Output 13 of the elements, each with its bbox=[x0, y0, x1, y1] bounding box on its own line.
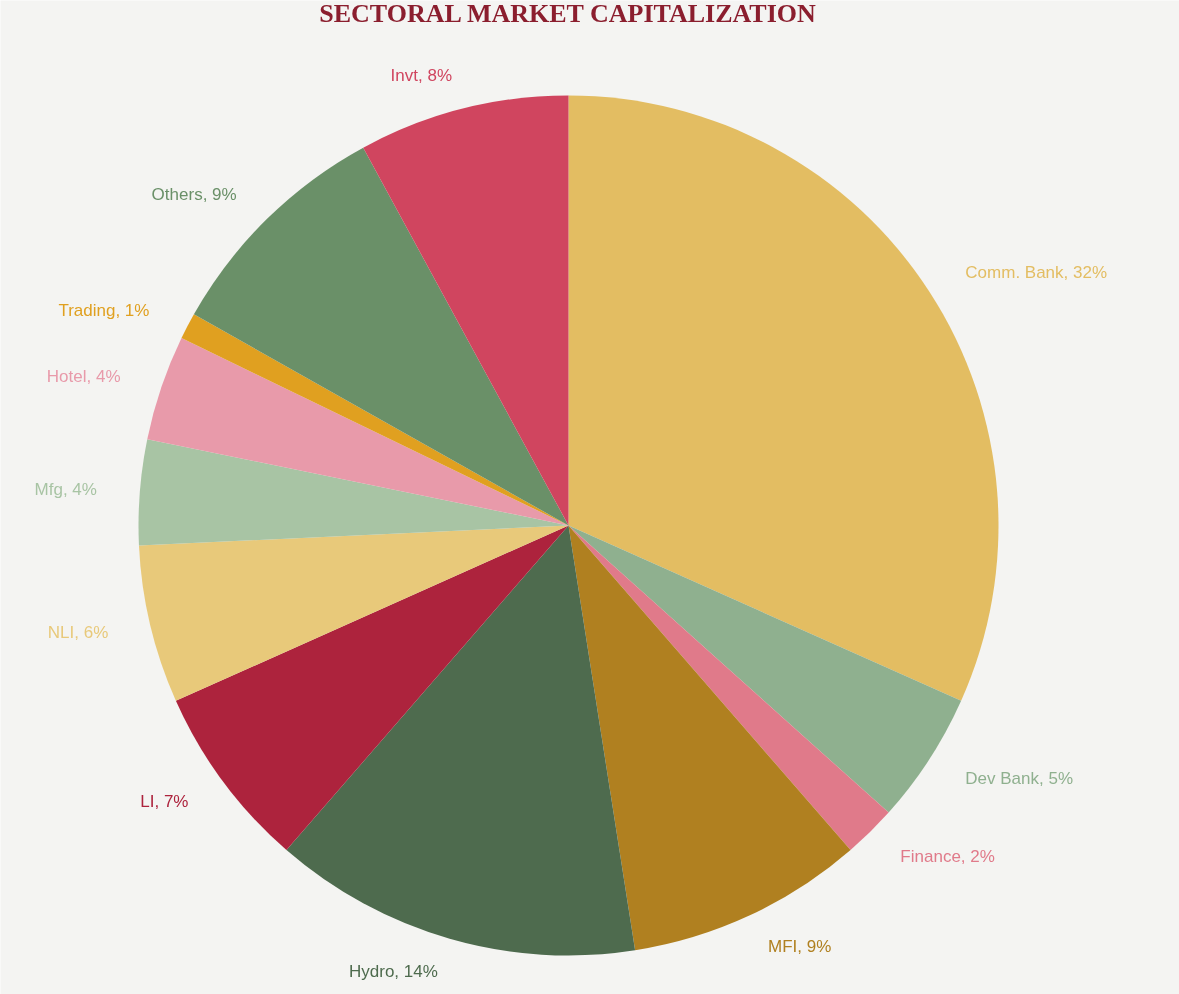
slice-label: MFI, 9% bbox=[768, 937, 832, 957]
slice-label: Trading, 1% bbox=[58, 300, 150, 320]
slice-label: Comm. Bank, 32% bbox=[965, 263, 1108, 283]
slice-label: Finance, 2% bbox=[900, 846, 995, 866]
slice-label: Hotel, 4% bbox=[46, 367, 121, 387]
chart-title: SECTORAL MARKET CAPITALIZATION bbox=[319, 0, 817, 29]
slice-label: Invt, 8% bbox=[390, 65, 453, 85]
slice-label: Dev Bank, 5% bbox=[965, 768, 1074, 788]
slice-label: Others, 9% bbox=[151, 185, 237, 205]
slice-label: NLI, 6% bbox=[47, 623, 109, 643]
slice-label: Mfg, 4% bbox=[34, 479, 97, 499]
slice-label: Hydro, 14% bbox=[348, 962, 438, 982]
slice-label: LI, 7% bbox=[140, 792, 189, 812]
